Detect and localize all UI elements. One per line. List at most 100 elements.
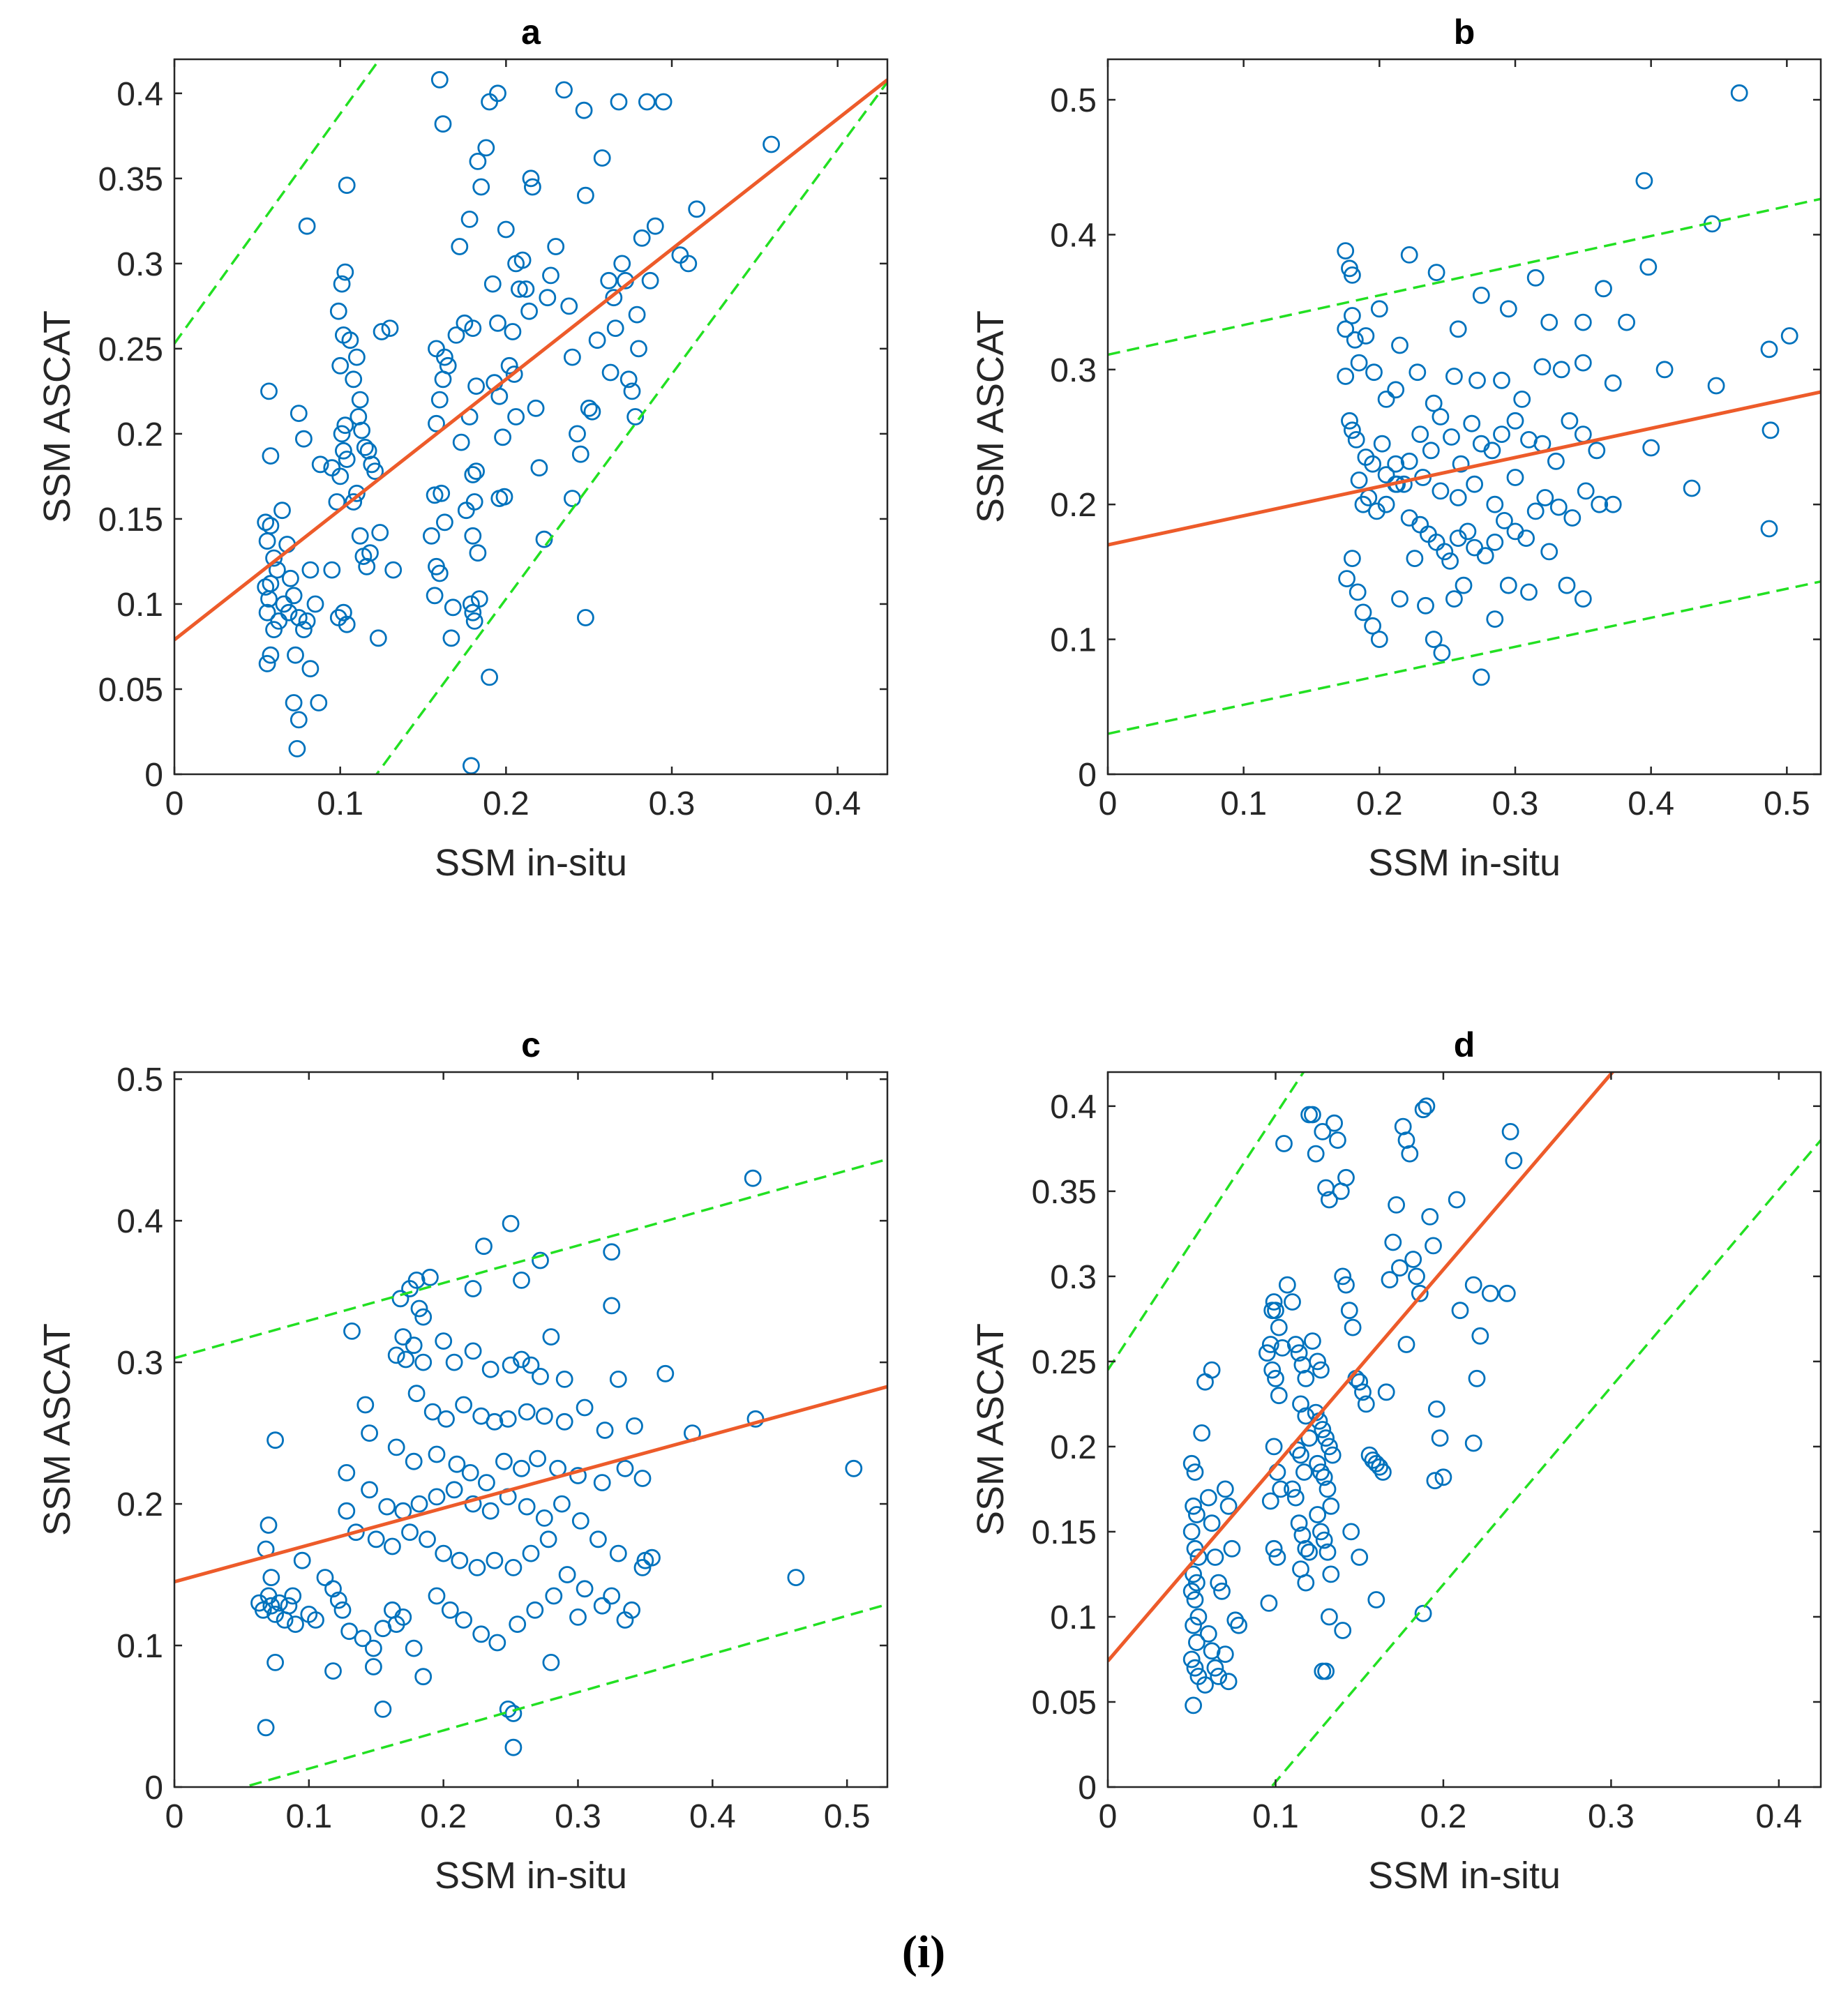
chart-1-point-37 (1604, 374, 1622, 392)
chart-0-point-145 (564, 490, 581, 507)
chart-3-point-69 (1286, 1489, 1305, 1507)
chart-3-point-130 (1408, 1267, 1425, 1286)
chart-0-point-48 (338, 176, 356, 195)
chart-1-point-39 (1707, 377, 1725, 395)
chart-0-point-71 (384, 561, 403, 579)
chart-2-point-15 (405, 1336, 423, 1355)
chart-1-point-31 (1468, 371, 1486, 389)
chart-2-point-118 (329, 1591, 347, 1609)
chart-3-point-1 (1186, 1463, 1204, 1481)
chart-2-point-0 (744, 1169, 762, 1187)
chart-3-point-57 (1284, 1293, 1301, 1311)
chart-0-point-152 (600, 271, 618, 289)
chart-2-point-73 (481, 1502, 499, 1520)
chart-0-point-121 (500, 356, 518, 375)
chart-0-point-52 (351, 391, 369, 409)
chart-3-point-31 (1219, 1497, 1238, 1515)
chart-1-xtick-label-4: 0.4 (1628, 785, 1674, 822)
chart-0-point-54 (353, 421, 370, 439)
chart-0-point-143 (569, 425, 586, 443)
chart-0-point-60 (345, 493, 363, 511)
chart-2-ylabel: SSM ASCAT (36, 1323, 78, 1536)
chart-0-point-0 (257, 513, 275, 532)
chart-3-point-119 (1371, 1458, 1388, 1476)
chart-2-point-71 (445, 1481, 463, 1499)
chart-0-ytick-label-1: 0.05 (98, 672, 163, 709)
chart-3-point-20 (1199, 1489, 1217, 1507)
chart-0-point-29 (306, 595, 324, 613)
chart-2-point-149 (787, 1569, 805, 1587)
chart-3-point-25 (1199, 1625, 1217, 1643)
chart-2-xtick-label-1: 0.1 (285, 1798, 332, 1835)
chart-3-lines (1108, 1072, 1821, 1787)
chart-1-point-81 (1495, 512, 1513, 529)
chart-2-point-31 (656, 1364, 675, 1382)
chart-0-point-84 (423, 527, 440, 545)
chart-2-point-139 (324, 1662, 342, 1680)
chart-3-point-44 (1273, 1339, 1291, 1357)
chart-0-point-2 (258, 532, 276, 550)
chart-0-point-119 (494, 428, 511, 446)
chart-1-point-83 (1517, 529, 1535, 547)
chart-0-point-1 (262, 517, 280, 535)
chart-2-bound-line-1 (239, 1603, 887, 1787)
chart-3-point-150 (1464, 1434, 1482, 1452)
chart-1-point-115 (1506, 469, 1524, 486)
chart-3-point-99 (1304, 1106, 1321, 1124)
chart-2-point-116 (316, 1569, 334, 1587)
chart-0-point-70 (371, 524, 389, 541)
chart-1-point-38 (1655, 361, 1674, 379)
chart-2-point-20 (445, 1353, 463, 1371)
chart-2-point-132 (488, 1634, 506, 1652)
chart-3-point-93 (1319, 1543, 1337, 1561)
chart-0-point-153 (605, 289, 623, 307)
chart-2-point-38 (486, 1412, 504, 1431)
chart-0-point-131 (527, 399, 545, 417)
chart-2-point-105 (270, 1594, 288, 1612)
chart-3-point-155 (1451, 1302, 1469, 1320)
chart-0-point-168 (671, 246, 689, 264)
chart-3-point-78 (1312, 1361, 1330, 1379)
chart-3-point-27 (1206, 1659, 1224, 1677)
chart-2-point-143 (266, 1653, 285, 1671)
chart-3-point-141 (1351, 1548, 1369, 1566)
chart-0-point-166 (641, 271, 659, 289)
chart-2-xtick-label-5: 0.5 (824, 1798, 871, 1835)
chart-0-point-7 (260, 590, 278, 608)
chart-0-point-22 (294, 621, 313, 638)
chart-3-xlabel: SSM in-situ (1368, 1855, 1561, 1897)
chart-0-point-96 (464, 319, 482, 338)
chart-2-point-64 (845, 1459, 863, 1477)
chart-1-ytick-label-2: 0.2 (1050, 487, 1097, 524)
chart-1-xtick-label-1: 0.1 (1220, 785, 1267, 822)
chart-1-point-24 (1350, 354, 1368, 372)
chart-1-point-23 (1337, 368, 1355, 385)
chart-2-point-141 (374, 1700, 392, 1718)
chart-2-point-29 (603, 1297, 621, 1315)
chart-3-point-148 (1471, 1327, 1489, 1345)
chart-3-point-50 (1272, 1480, 1290, 1498)
chart-2-point-69 (410, 1495, 428, 1513)
chart-2-point-1 (502, 1214, 520, 1233)
chart-1-point-100 (1425, 631, 1443, 648)
chart-3-ytick-label-5: 0.25 (1032, 1344, 1097, 1381)
chart-0-point-164 (633, 229, 651, 247)
chart-1-point-26 (1377, 391, 1395, 408)
chart-1-point-61 (1547, 452, 1565, 470)
chart-1-point-106 (1499, 576, 1517, 594)
chart-2-point-70 (428, 1488, 446, 1506)
chart-3-point-59 (1290, 1344, 1308, 1362)
chart-1-point-4 (1337, 242, 1355, 260)
chart-3-point-58 (1286, 1336, 1305, 1353)
chart-3-point-115 (1357, 1395, 1375, 1413)
chart-1-bound-line-0 (1108, 197, 1821, 356)
chart-2-point-52 (428, 1445, 446, 1463)
chart-1-point-102 (1445, 590, 1463, 608)
chart-0-point-18 (285, 587, 303, 605)
chart-1-point-19 (1499, 300, 1517, 318)
chart-0-point-27 (298, 612, 316, 630)
chart-0-bound-line-0 (174, 59, 382, 345)
chart-1-point-123 (1377, 466, 1395, 484)
chart-2-point-129 (441, 1601, 459, 1619)
chart-1-point-3 (1639, 258, 1658, 276)
